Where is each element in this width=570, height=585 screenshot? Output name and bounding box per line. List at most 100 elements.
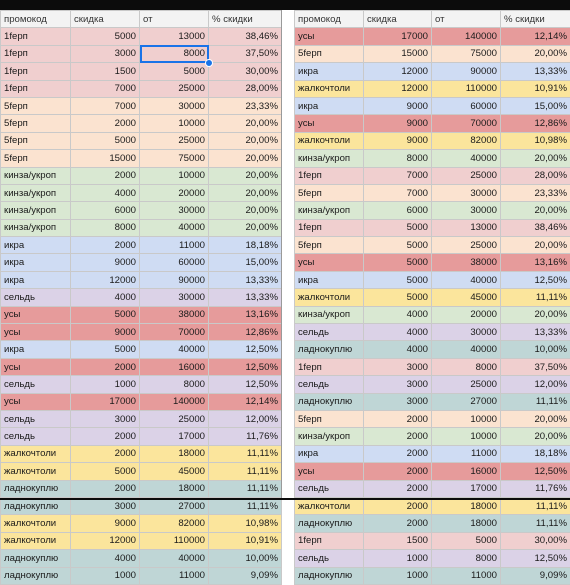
- promocode-cell[interactable]: 5fерп: [1, 97, 71, 114]
- discount-cell[interactable]: 5000: [364, 254, 432, 271]
- discount-cell[interactable]: 9000: [71, 515, 140, 532]
- from-cell[interactable]: 16000: [140, 358, 209, 375]
- promocode-cell[interactable]: икра: [295, 63, 364, 80]
- from-cell[interactable]: 38000: [432, 254, 501, 271]
- discount-cell[interactable]: 9000: [71, 254, 140, 271]
- from-cell[interactable]: 90000: [432, 63, 501, 80]
- header-promocode[interactable]: промокод: [295, 11, 364, 28]
- discount-cell[interactable]: 4000: [71, 289, 140, 306]
- promocode-cell[interactable]: кинза/укроп: [1, 219, 71, 236]
- promocode-cell[interactable]: сельдь: [1, 428, 71, 445]
- discount-cell[interactable]: 17000: [71, 393, 140, 410]
- promocode-cell[interactable]: жалкочтоли: [1, 445, 71, 462]
- discount-cell[interactable]: 2000: [364, 480, 432, 497]
- promocode-cell[interactable]: икра: [1, 271, 71, 288]
- promocode-cell[interactable]: икра: [295, 97, 364, 114]
- from-cell[interactable]: 11000: [140, 237, 209, 254]
- discount-cell[interactable]: 5000: [364, 271, 432, 288]
- discount-cell[interactable]: 6000: [71, 202, 140, 219]
- from-cell[interactable]: 18000: [140, 480, 209, 497]
- discount-cell[interactable]: 2000: [71, 358, 140, 375]
- discount-cell[interactable]: 2000: [364, 410, 432, 427]
- discount-cell[interactable]: 8000: [364, 150, 432, 167]
- discount-cell[interactable]: 5000: [71, 306, 140, 323]
- percent-cell[interactable]: 20,00%: [501, 45, 570, 62]
- percent-cell[interactable]: 11,76%: [501, 480, 570, 497]
- discount-cell[interactable]: 4000: [71, 550, 140, 567]
- discount-cell[interactable]: 2000: [364, 463, 432, 480]
- percent-cell[interactable]: 11,76%: [209, 428, 282, 445]
- discount-cell[interactable]: 2000: [71, 428, 140, 445]
- percent-cell[interactable]: 11,11%: [209, 480, 282, 497]
- percent-cell[interactable]: 12,14%: [209, 393, 282, 410]
- promocode-cell[interactable]: ладнокуплю: [1, 550, 71, 567]
- promocode-cell[interactable]: сельдь: [295, 480, 364, 497]
- from-cell[interactable]: 17000: [140, 428, 209, 445]
- discount-cell[interactable]: 5000: [364, 237, 432, 254]
- promocode-cell[interactable]: ладнокуплю: [1, 497, 71, 514]
- discount-cell[interactable]: 9000: [71, 324, 140, 341]
- percent-cell[interactable]: 12,50%: [209, 376, 282, 393]
- discount-cell[interactable]: 6000: [364, 202, 432, 219]
- discount-cell[interactable]: 3000: [71, 497, 140, 514]
- percent-cell[interactable]: 10,00%: [501, 341, 570, 358]
- promocode-cell[interactable]: ладнокуплю: [295, 341, 364, 358]
- promocode-cell[interactable]: усы: [1, 324, 71, 341]
- header-percent[interactable]: % скидки: [501, 11, 570, 28]
- percent-cell[interactable]: 9,09%: [209, 567, 282, 584]
- promocode-cell[interactable]: икра: [295, 445, 364, 462]
- discount-cell[interactable]: 1000: [364, 567, 432, 584]
- header-promocode[interactable]: промокод: [1, 11, 71, 28]
- discount-cell[interactable]: 3000: [71, 410, 140, 427]
- from-cell[interactable]: 11000: [432, 567, 501, 584]
- percent-cell[interactable]: 12,00%: [209, 410, 282, 427]
- percent-cell[interactable]: 11,11%: [209, 445, 282, 462]
- percent-cell[interactable]: 37,50%: [501, 358, 570, 375]
- promocode-cell[interactable]: кинза/укроп: [1, 184, 71, 201]
- percent-cell[interactable]: 20,00%: [209, 184, 282, 201]
- percent-cell[interactable]: 11,11%: [501, 393, 570, 410]
- promocode-cell[interactable]: 1fерп: [295, 167, 364, 184]
- percent-cell[interactable]: 13,16%: [501, 254, 570, 271]
- promocode-cell[interactable]: 5fерп: [295, 237, 364, 254]
- discount-cell[interactable]: 2000: [71, 445, 140, 462]
- selection-fill-handle[interactable]: [205, 59, 213, 67]
- promocode-cell[interactable]: 1fерп: [295, 532, 364, 549]
- discount-cell[interactable]: 5000: [364, 289, 432, 306]
- percent-cell[interactable]: 10,98%: [501, 132, 570, 149]
- discount-cell[interactable]: 12000: [364, 80, 432, 97]
- promocode-cell[interactable]: кинза/укроп: [295, 150, 364, 167]
- from-cell[interactable]: 75000: [432, 45, 501, 62]
- promocode-cell[interactable]: усы: [295, 254, 364, 271]
- discount-cell[interactable]: 3000: [364, 376, 432, 393]
- percent-cell[interactable]: 10,91%: [501, 80, 570, 97]
- from-cell[interactable]: 10000: [140, 115, 209, 132]
- percent-cell[interactable]: 30,00%: [501, 532, 570, 549]
- from-cell[interactable]: 25000: [432, 237, 501, 254]
- promocode-cell[interactable]: 1fерп: [1, 63, 71, 80]
- discount-cell[interactable]: 7000: [364, 167, 432, 184]
- percent-cell[interactable]: 13,33%: [209, 271, 282, 288]
- percent-cell[interactable]: 20,00%: [501, 150, 570, 167]
- discount-cell[interactable]: 2000: [71, 167, 140, 184]
- discount-cell[interactable]: 5000: [71, 341, 140, 358]
- promocode-cell[interactable]: сельдь: [1, 376, 71, 393]
- percent-cell[interactable]: 13,33%: [209, 289, 282, 306]
- percent-cell[interactable]: 20,00%: [501, 306, 570, 323]
- discount-cell[interactable]: 9000: [364, 97, 432, 114]
- percent-cell[interactable]: 12,50%: [501, 271, 570, 288]
- promocode-cell[interactable]: 5fерп: [295, 45, 364, 62]
- percent-cell[interactable]: 12,00%: [501, 376, 570, 393]
- percent-cell[interactable]: 11,11%: [209, 463, 282, 480]
- discount-cell[interactable]: 9000: [364, 132, 432, 149]
- percent-cell[interactable]: 28,00%: [501, 167, 570, 184]
- percent-cell[interactable]: 12,50%: [501, 550, 570, 567]
- discount-cell[interactable]: 3000: [364, 358, 432, 375]
- promocode-cell[interactable]: 5fерп: [295, 410, 364, 427]
- from-cell[interactable]: 140000: [432, 28, 501, 45]
- from-cell[interactable]: 8000: [432, 358, 501, 375]
- percent-cell[interactable]: 23,33%: [209, 97, 282, 114]
- from-cell[interactable]: 5000: [432, 532, 501, 549]
- from-cell[interactable]: 27000: [432, 393, 501, 410]
- discount-cell[interactable]: 5000: [364, 219, 432, 236]
